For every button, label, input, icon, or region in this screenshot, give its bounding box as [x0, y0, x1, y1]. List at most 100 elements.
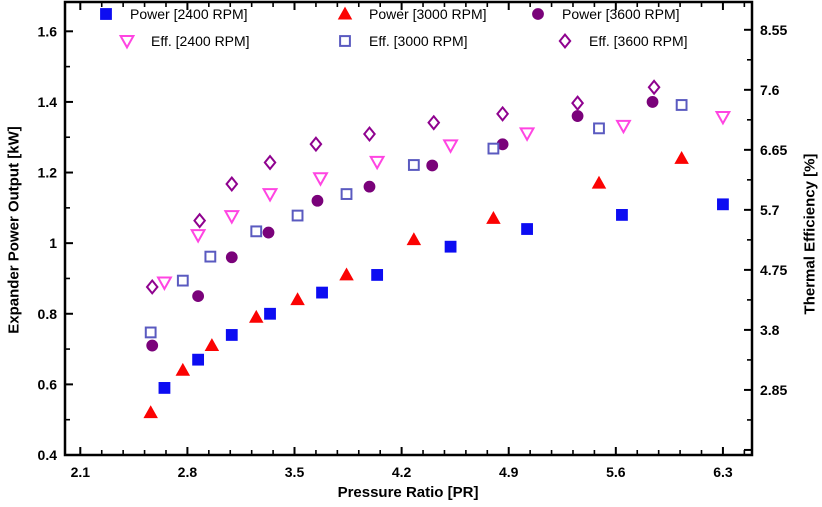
- square-marker: [407, 159, 420, 171]
- circle-marker: [262, 226, 275, 239]
- series-eff-3600-rpm-: [145, 79, 661, 295]
- square-marker: [616, 209, 628, 221]
- diamond-marker: [496, 105, 510, 122]
- legend-item-eff-3000: Eff. [3000 RPM]: [335, 32, 468, 50]
- y-left-tick-label: 0.6: [38, 376, 58, 392]
- x-tick-label: 4.2: [392, 464, 412, 480]
- triangle-down-marker: [156, 276, 173, 291]
- legend-label-power-2400: Power [2400 RPM]: [130, 6, 248, 22]
- square-marker: [340, 188, 353, 200]
- x-tick-label: 5.6: [606, 464, 626, 480]
- triangle-down-marker: [369, 155, 386, 171]
- legend-label-power-3000: Power [3000 RPM]: [369, 6, 487, 22]
- diamond-marker: [225, 175, 239, 192]
- square-marker: [675, 99, 688, 111]
- triangle-down-marker: [615, 119, 632, 135]
- diamond-marker: [647, 79, 661, 96]
- triangle-down-marker: [312, 172, 329, 187]
- x-tick-label: 2.1: [71, 464, 91, 480]
- square-marker: [339, 35, 351, 47]
- triangle-up-marker: [674, 150, 689, 164]
- triangle-up-marker: [204, 338, 220, 352]
- power-2400-square-icon: [100, 8, 112, 20]
- circle-marker: [192, 290, 205, 303]
- triangle-up-marker: [290, 292, 305, 306]
- y-axis-left-title: Expander Power Output [kW]: [5, 126, 23, 334]
- series-power-3000-rpm-: [143, 150, 689, 419]
- diamond-marker: [362, 126, 376, 143]
- y-left-tick-label: 1.6: [38, 23, 58, 39]
- triangle-down-marker: [442, 139, 459, 154]
- square-marker: [204, 250, 217, 263]
- y-left-tick-label: 0.4: [38, 447, 58, 463]
- triangle-up-marker: [337, 6, 353, 20]
- circle-marker: [311, 194, 324, 207]
- square-marker: [316, 286, 328, 299]
- x-tick-label: 3.5: [285, 464, 305, 480]
- series-eff-2400-rpm-: [156, 110, 732, 291]
- square-marker: [250, 225, 263, 238]
- square-marker: [717, 198, 729, 211]
- power-3600-circle-icon: [532, 8, 544, 20]
- square-marker: [487, 142, 500, 155]
- triangle-up-marker: [339, 267, 354, 281]
- square-marker: [444, 240, 457, 253]
- eff-2400-triangle-down-icon: [118, 35, 136, 50]
- square-marker: [521, 223, 533, 235]
- x-tick-label: 6.3: [713, 464, 733, 480]
- y-left-tick-label: 1: [49, 235, 57, 251]
- square-marker: [158, 382, 171, 394]
- circle-marker: [363, 180, 376, 193]
- triangle-up-marker: [143, 405, 158, 419]
- y-right-tick-label: 6.65: [760, 142, 787, 158]
- diamond-marker: [145, 278, 159, 295]
- diamond-marker: [193, 212, 207, 229]
- plot-frame: 2.1 2.8 3.5 4.2 4.9 5.6 6.3 0.4 0.6 0.8 1 1.2 1.4 1.6…: [38, 0, 787, 480]
- square-marker: [225, 329, 238, 341]
- triangle-up-marker: [591, 175, 607, 189]
- circle-marker: [426, 159, 439, 172]
- diamond-marker: [309, 136, 323, 153]
- triangle-down-marker: [518, 127, 536, 142]
- legend-item-eff-2400: Eff. [2400 RPM]: [117, 32, 250, 50]
- triangle-down-marker: [118, 35, 136, 50]
- legend-label-eff-2400: Eff. [2400 RPM]: [151, 33, 250, 49]
- x-axis-title: Pressure Ratio [PR]: [337, 484, 479, 501]
- y-right-tick-label: 2.85: [760, 382, 787, 398]
- y-right-tick-label: 4.75: [760, 262, 787, 278]
- square-marker: [593, 122, 605, 135]
- square-marker: [144, 326, 157, 339]
- legend-item-eff-3600: Eff. [3600 RPM]: [555, 32, 688, 50]
- triangle-down-marker: [223, 210, 240, 225]
- legend-label-eff-3000: Eff. [3000 RPM]: [369, 33, 468, 49]
- circle-marker: [225, 251, 238, 264]
- diamond-marker: [571, 95, 585, 112]
- square-marker: [371, 269, 384, 281]
- y-right-tick-label: 3.8: [760, 322, 780, 338]
- x-tick-label: 2.8: [178, 464, 198, 480]
- triangle-down-marker: [261, 188, 279, 203]
- triangle-down-marker: [190, 229, 207, 244]
- diamond-marker: [263, 154, 277, 171]
- series-eff-3000-rpm-: [144, 99, 688, 339]
- eff-3600-diamond-icon: [558, 33, 572, 49]
- circle-marker: [646, 96, 659, 108]
- square-marker: [192, 353, 205, 366]
- legend-item-power-3600: Power [3600 RPM]: [528, 5, 680, 23]
- square-marker: [100, 8, 112, 20]
- triangle-up-marker: [486, 211, 501, 224]
- x-tick-label: 4.9: [499, 464, 519, 480]
- triangle-up-marker: [249, 309, 264, 323]
- circle-marker: [532, 8, 544, 20]
- square-marker: [264, 307, 276, 320]
- diamond-marker: [558, 33, 572, 49]
- y-right-tick-label: 8.55: [760, 22, 787, 38]
- y-left-tick-label: 0.8: [38, 306, 58, 322]
- diamond-marker: [427, 114, 441, 131]
- legend-item-power-3000: Power [3000 RPM]: [335, 5, 487, 23]
- circle-marker: [146, 339, 159, 352]
- square-marker: [291, 209, 304, 222]
- circle-marker: [571, 110, 584, 122]
